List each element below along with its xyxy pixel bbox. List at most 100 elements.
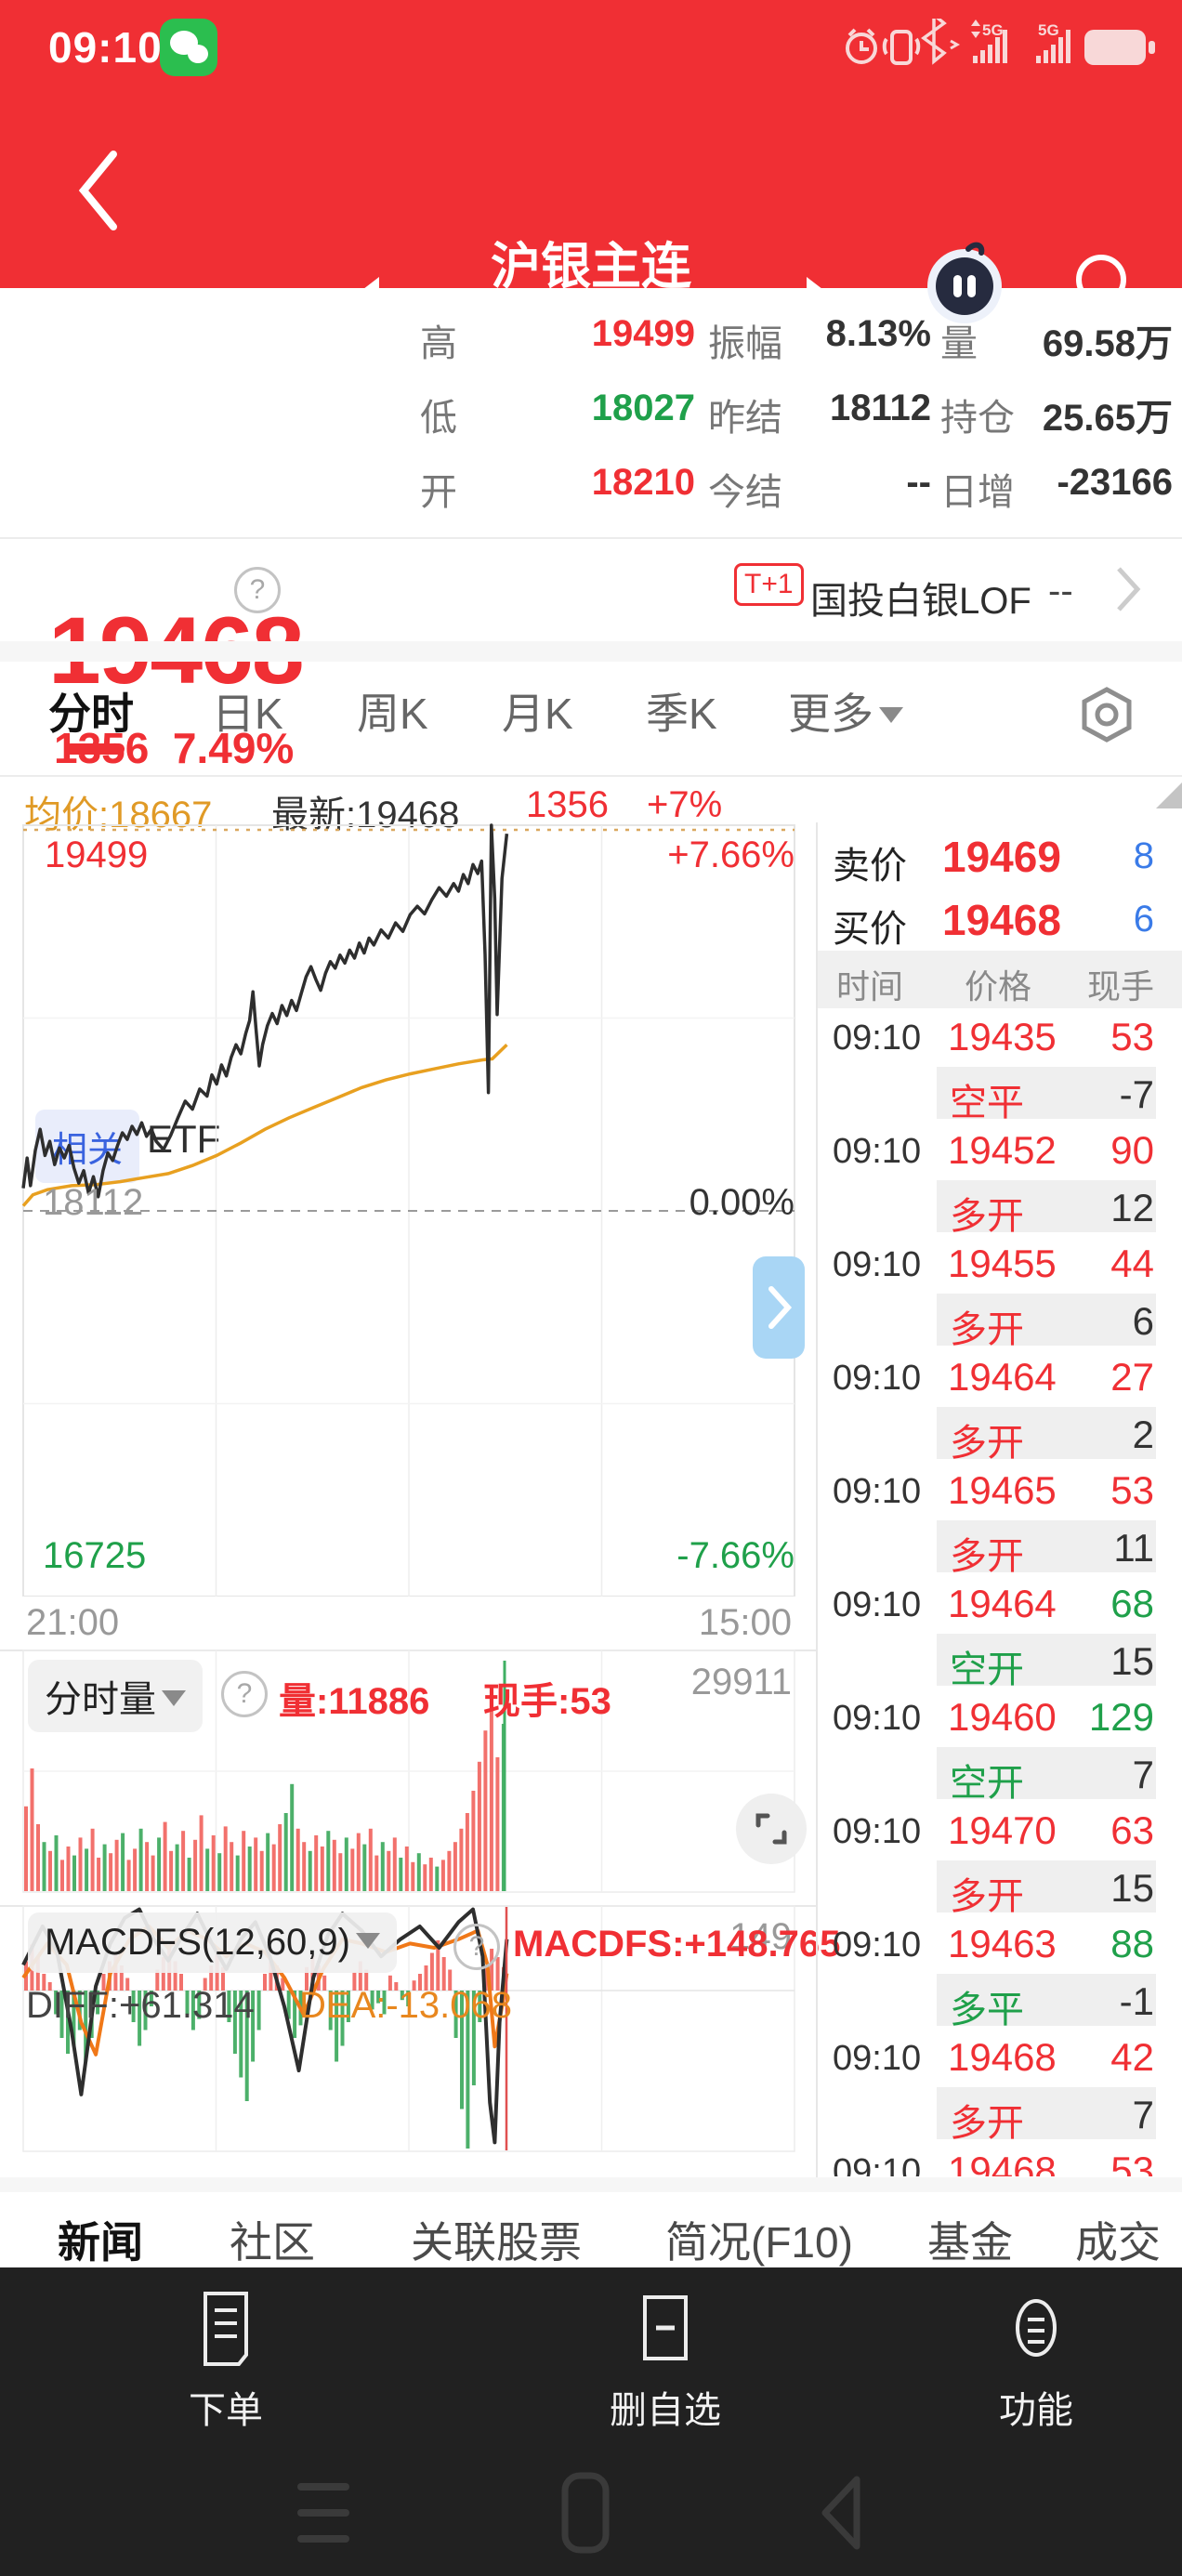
trade-time: 09:10 xyxy=(833,1245,922,1284)
svg-text:5G: 5G xyxy=(1038,21,1059,39)
expand-corner-icon xyxy=(1156,782,1182,808)
trade-price: 19452 xyxy=(948,1128,1057,1172)
macd-dea-label: DEA:-13.068 xyxy=(299,1985,513,2026)
tab-日K[interactable]: 日K xyxy=(212,690,283,738)
trade-row[interactable]: 09:10 19463 88 多平 -1 xyxy=(818,1920,1182,2033)
quote-field-value: 69.58万 xyxy=(1042,323,1173,364)
trade-direction: 空开 xyxy=(950,1763,1024,1804)
trade-direction: 多开 xyxy=(950,1423,1024,1464)
place-order-button[interactable]: 下单 xyxy=(133,2290,319,2434)
trade-row[interactable]: 09:10 19468 53 xyxy=(818,2147,1182,2176)
trade-row[interactable]: 09:10 19455 44 多开 6 xyxy=(818,1240,1182,1353)
prev-instrument-icon[interactable] xyxy=(355,277,379,314)
tab-更多[interactable]: 更多 xyxy=(788,680,903,742)
wechat-notification-icon xyxy=(160,19,217,76)
action-label: 下单 xyxy=(189,2390,263,2431)
search-icon[interactable] xyxy=(1070,249,1143,325)
bottom-tab-关联股票[interactable]: 关联股票 xyxy=(411,2218,582,2267)
trade-row[interactable]: 09:10 19465 53 多开 11 xyxy=(818,1466,1182,1580)
tab-季K[interactable]: 季K xyxy=(646,690,717,738)
volume-chart[interactable] xyxy=(0,1649,816,1896)
tab-周K[interactable]: 周K xyxy=(357,690,428,738)
trade-qty: 63 xyxy=(1110,1808,1154,1852)
chart-low-label: 16725 xyxy=(43,1535,147,1576)
related-etf-bar[interactable]: 相关 ETF ? T+1 国投白银LOF -- xyxy=(0,546,1182,1183)
macd-axis-max: 149 xyxy=(729,1916,792,1957)
period-tab-bar: 分时 日K 周K 月K 季K 更多 xyxy=(0,662,1182,776)
volume-selector-label: 分时量 xyxy=(45,1679,156,1720)
latest-change: 1356 xyxy=(526,784,609,825)
order-book[interactable]: 卖价 19469 8 买价 19468 6 xyxy=(818,822,1182,951)
functions-icon xyxy=(1016,2299,1057,2357)
quote-field-value: 19499 xyxy=(591,313,695,354)
trade-delta: 12 xyxy=(1110,1186,1154,1229)
trade-qty: 42 xyxy=(1110,2035,1154,2079)
trade-direction: 空开 xyxy=(950,1649,1024,1690)
bottom-tab-简况(F10)[interactable]: 简况(F10) xyxy=(665,2218,853,2267)
trade-row[interactable]: 09:10 19470 63 多开 15 xyxy=(818,1807,1182,1920)
action-label: 删自选 xyxy=(610,2390,721,2431)
volume-indicator-selector[interactable]: 分时量 xyxy=(28,1660,203,1732)
recents-nav-icon[interactable] xyxy=(296,2464,351,2576)
tab-月K[interactable]: 月K xyxy=(502,690,573,738)
tab-分时[interactable]: 分时 xyxy=(48,690,134,738)
trade-price: 19435 xyxy=(948,1015,1057,1058)
trade-price: 19468 xyxy=(948,2035,1057,2079)
remove-watchlist-icon xyxy=(643,2295,688,2360)
caret-down-icon xyxy=(879,707,903,723)
trade-direction: 多开 xyxy=(950,2103,1024,2144)
volume-help-icon[interactable]: ? xyxy=(221,1671,268,1717)
quote-field-label: 日增 xyxy=(940,472,1015,513)
quote-field-value: 18112 xyxy=(829,388,931,428)
related-badge: 相关 xyxy=(35,1110,140,1183)
next-instrument-icon[interactable] xyxy=(807,277,831,314)
back-icon[interactable] xyxy=(72,147,123,234)
trade-row[interactable]: 09:10 19468 42 多开 7 xyxy=(818,2033,1182,2147)
pan-right-button[interactable] xyxy=(753,1256,805,1359)
chart-prevclose-label: 18112 xyxy=(43,1182,144,1223)
trade-detail-band: 多开 6 xyxy=(937,1294,1156,1350)
bottom-tab-社区[interactable]: 社区 xyxy=(230,2218,315,2267)
bottom-tab-基金[interactable]: 基金 xyxy=(927,2218,1013,2267)
ask-price: 19469 xyxy=(942,833,1061,881)
status-bar: 09:10 5G 5G xyxy=(0,0,1182,93)
trade-row[interactable]: 09:10 19464 27 多开 2 xyxy=(818,1353,1182,1466)
latest-price-label: 最新:19468 xyxy=(271,795,460,835)
macd-selector-label: MACDFS(12,60,9) xyxy=(45,1922,350,1963)
trade-detail-band: 多开 7 xyxy=(937,2087,1156,2144)
bottom-tab-成交[interactable]: 成交 xyxy=(1075,2218,1161,2267)
home-nav-icon[interactable] xyxy=(558,2464,613,2576)
functions-button[interactable]: 功能 xyxy=(943,2290,1129,2434)
macd-indicator-selector[interactable]: MACDFS(12,60,9) xyxy=(28,1912,397,1973)
trade-detail-band: 多开 12 xyxy=(937,1180,1156,1237)
quote-field-label: 量 xyxy=(940,323,978,364)
chart-high-label: 19499 xyxy=(45,835,149,875)
trade-row[interactable]: 09:10 19460 129 空开 7 xyxy=(818,1693,1182,1807)
bid-label: 买价 xyxy=(833,909,907,950)
status-icons: 5G 5G xyxy=(846,19,1155,65)
trade-price: 19465 xyxy=(948,1468,1057,1512)
t1-badge: T+1 xyxy=(734,563,804,606)
quote-field-label: 振幅 xyxy=(708,323,782,364)
trade-delta: -1 xyxy=(1119,1979,1154,2023)
trade-delta: -7 xyxy=(1119,1072,1154,1116)
quote-field-label: 开 xyxy=(420,472,457,513)
quote-section[interactable]: 19468 1356 7.49% 高19499低18027开18210振幅8.1… xyxy=(0,288,1182,808)
trade-list[interactable]: 09:10 19435 53 空平 -7 09:10 19452 90 多开 12 09:10 194… xyxy=(818,1013,1182,2176)
macd-help-icon[interactable]: ? xyxy=(453,1924,500,1970)
trade-row[interactable]: 09:10 19452 90 多开 12 xyxy=(818,1126,1182,1240)
trade-delta: 2 xyxy=(1132,1413,1154,1456)
back-nav-icon[interactable] xyxy=(814,2464,870,2576)
assistant-robot-icon[interactable] xyxy=(920,234,1009,327)
trade-row[interactable]: 09:10 19435 53 空平 -7 xyxy=(818,1013,1182,1126)
help-icon[interactable]: ? xyxy=(234,567,281,613)
chart-settings-icon[interactable] xyxy=(1078,686,1136,743)
trade-time: 09:10 xyxy=(833,1699,922,1738)
intraday-price-chart[interactable] xyxy=(0,822,816,1597)
caret-down-icon xyxy=(162,1690,186,1706)
remove-watchlist-button[interactable]: 删自选 xyxy=(572,2290,758,2434)
bottom-tab-新闻[interactable]: 新闻 xyxy=(58,2218,143,2267)
trade-row[interactable]: 09:10 19464 68 空开 15 xyxy=(818,1580,1182,1693)
trade-delta: 7 xyxy=(1132,2093,1154,2136)
fullscreen-button[interactable] xyxy=(736,1794,807,1864)
